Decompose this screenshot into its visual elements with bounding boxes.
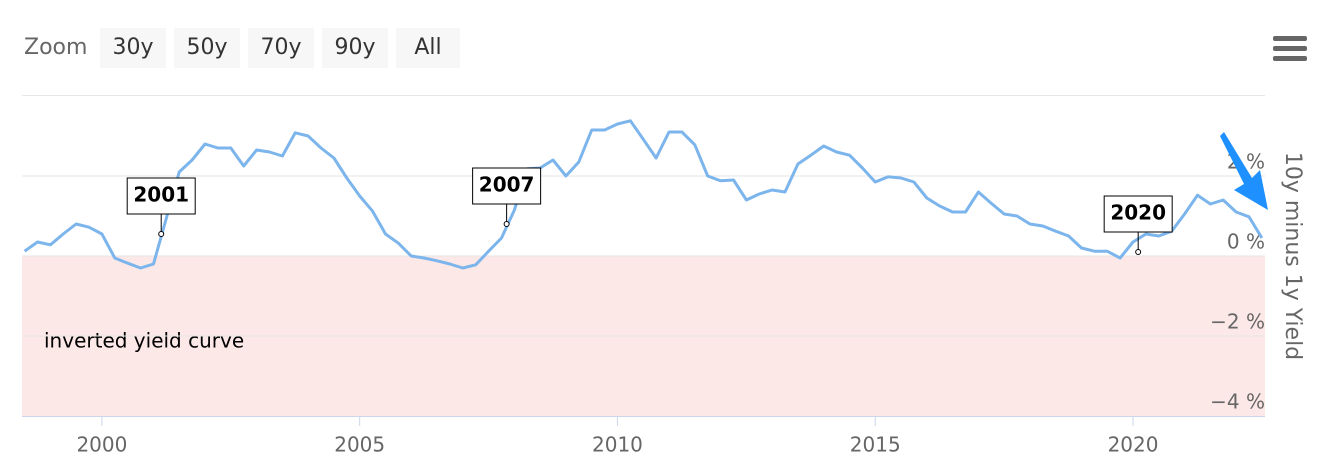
annotation: 2001 [126,177,196,237]
annotation-point [503,221,510,227]
zoom-button[interactable]: All [396,28,460,68]
menu-icon[interactable] [1273,36,1307,61]
y-axis-title: 10y minus 1y Yield [1280,152,1305,360]
zoom-button[interactable]: 50y [174,28,240,68]
zoom-toolbar: Zoom 30y 50y 70y 90y All [24,28,460,68]
zoom-button[interactable]: 30y [100,28,166,68]
button-bg [100,28,166,68]
annotation-box [1103,195,1173,233]
annotation-point [1135,249,1142,255]
button-bg [396,28,460,68]
x-tick-label: 2020 [1108,433,1159,457]
button-bg [322,28,388,68]
annotation-label: 2020 [1110,201,1166,225]
annotation-label: 2007 [479,173,535,197]
y-tick-label: −4 % [1210,390,1265,414]
data-line [23,119,1264,270]
annotation: 2007 [472,167,542,227]
y-tick-label: −2 % [1210,310,1265,334]
annotation-point [158,231,165,237]
button-label: 70y [260,35,301,60]
x-tick-label: 2015 [850,433,901,457]
button-label: 50y [186,35,227,60]
x-tick-label: 2000 [76,433,127,457]
button-label: All [414,35,441,60]
menu-bar [1273,46,1307,51]
zoom-label: Zoom [24,35,87,60]
x-tick-label: 2010 [592,433,643,457]
menu-bar [1273,36,1307,41]
x-tick-label: 2005 [334,433,385,457]
button-bg [248,28,314,68]
annotation: 2020 [1103,195,1173,255]
zoom-button[interactable]: 70y [248,28,314,68]
annotation-label: 2001 [133,183,189,207]
menu-bar [1273,56,1307,61]
pointer-arrow [1220,132,1268,210]
annotation-box [126,177,196,215]
button-label: 90y [334,35,375,60]
button-label: 30y [112,35,153,60]
annotation-box [472,167,542,205]
zoom-button[interactable]: 90y [322,28,388,68]
plot-band-label: inverted yield curve [44,329,244,353]
button-bg [174,28,240,68]
